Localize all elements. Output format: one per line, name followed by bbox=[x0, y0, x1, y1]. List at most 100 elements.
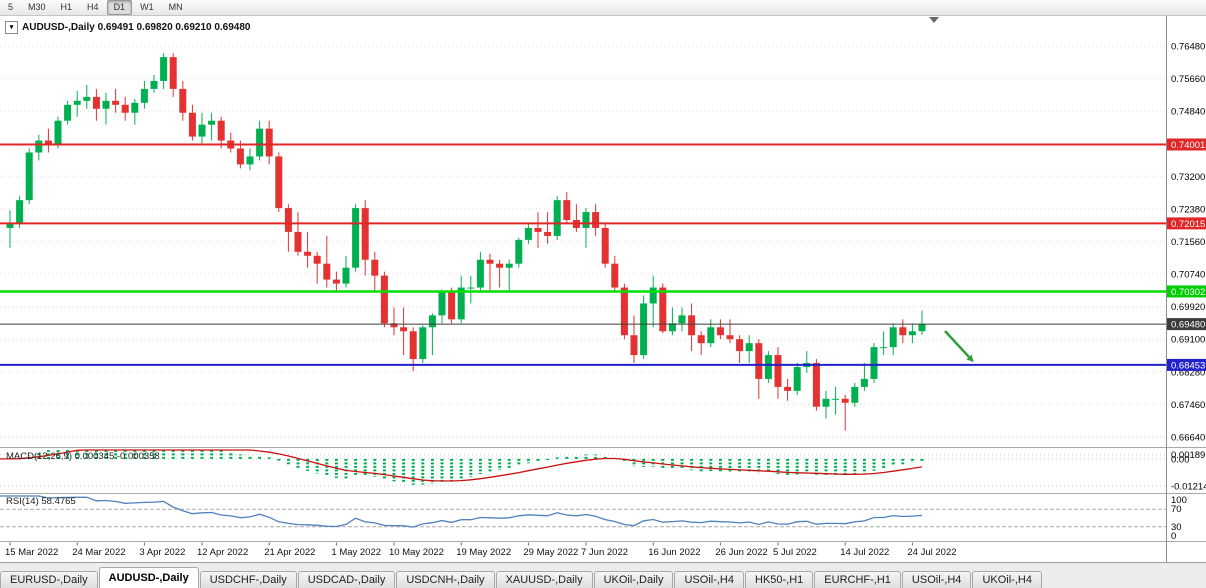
svg-text:0.72015: 0.72015 bbox=[1171, 219, 1205, 230]
chart-tab-hk50-h1[interactable]: HK50-,H1 bbox=[745, 571, 814, 588]
price-tick-label: 0.73200 bbox=[1171, 172, 1205, 183]
time-tick-label: 29 May 2022 bbox=[523, 547, 578, 558]
chart-tab-usdchf-daily[interactable]: USDCHF-,Daily bbox=[199, 571, 297, 588]
candle-body bbox=[236, 148, 244, 165]
timeframe-button-m30[interactable]: M30 bbox=[28, 2, 46, 12]
chart-canvas[interactable]: 0.76480 0.75660 0.74840 0.73200 0.72380 0.715… bbox=[0, 16, 1206, 562]
candle-body bbox=[745, 343, 753, 352]
time-tick-label: 24 Jul 2022 bbox=[907, 547, 956, 558]
candle-body bbox=[92, 96, 100, 109]
candle-body bbox=[870, 347, 878, 379]
svg-text:0.68453: 0.68453 bbox=[1171, 360, 1205, 371]
price-tick-label: 0.72380 bbox=[1171, 204, 1205, 215]
candle-body bbox=[697, 335, 705, 344]
candle-body bbox=[784, 386, 792, 391]
candle-body bbox=[102, 100, 110, 109]
candle-body bbox=[208, 120, 216, 125]
time-tick-label: 5 Jul 2022 bbox=[773, 547, 817, 558]
candle-body bbox=[822, 398, 830, 407]
chart-tab-eurusd-daily[interactable]: EURUSD-,Daily bbox=[0, 571, 98, 588]
candle-body bbox=[649, 287, 657, 304]
candle-body bbox=[428, 315, 436, 328]
chart-area[interactable]: 0.76480 0.75660 0.74840 0.73200 0.72380 0.715… bbox=[0, 16, 1206, 562]
price-tick-label: 0.71560 bbox=[1171, 237, 1205, 248]
chart-tab-usoil-h4[interactable]: USOil-,H4 bbox=[674, 571, 744, 588]
candle-body bbox=[668, 323, 676, 332]
candle-body bbox=[438, 291, 446, 316]
candle-body bbox=[515, 239, 523, 264]
candle-body bbox=[524, 227, 532, 240]
candle-body bbox=[160, 57, 168, 81]
trend-arrow-annotation[interactable] bbox=[944, 330, 974, 363]
candle-body bbox=[688, 315, 696, 336]
chart-tab-usdcad-daily[interactable]: USDCAD-,Daily bbox=[297, 571, 396, 588]
candle-body bbox=[553, 200, 561, 236]
chart-tab-ukoil-daily[interactable]: UKOil-,Daily bbox=[593, 571, 674, 588]
macd-axis-label: 0.00 bbox=[1171, 454, 1190, 465]
price-badge: 0.74001 bbox=[1167, 138, 1206, 151]
candle-body bbox=[467, 287, 475, 289]
candle-body bbox=[131, 102, 139, 113]
timeframe-button-h1[interactable]: H1 bbox=[60, 2, 73, 12]
candle-body bbox=[659, 287, 667, 332]
candle-body bbox=[198, 124, 206, 137]
time-tick-label: 21 Apr 2022 bbox=[264, 547, 315, 558]
macd-indicator-label: MACD(12,26,9) 0.000345 -0.000358 bbox=[6, 451, 160, 462]
price-tick-label: 0.68280 bbox=[1171, 367, 1205, 378]
timeframe-button-5[interactable]: 5 bbox=[8, 2, 14, 12]
candle-body bbox=[812, 363, 820, 407]
timeframe-button-w1[interactable]: W1 bbox=[140, 2, 154, 12]
price-tick-label: 0.75660 bbox=[1171, 74, 1205, 85]
chart-menu-icon[interactable]: ▾ bbox=[5, 21, 18, 34]
timeframe-button-d1[interactable]: D1 bbox=[106, 0, 133, 15]
candle-body bbox=[640, 303, 648, 356]
timeframe-toolbar: 5 M30 H1 H4 D1 W1 MN bbox=[0, 0, 1206, 16]
candle-body bbox=[390, 323, 398, 328]
time-axis[interactable]: 15 Mar 2022 24 Mar 2022 3 Apr 2022 12 Apr 2… bbox=[5, 542, 957, 559]
candle-body bbox=[284, 208, 292, 232]
time-tick-label: 1 May 2022 bbox=[331, 547, 381, 558]
candle-body bbox=[361, 208, 369, 260]
chart-tab-audusd-daily[interactable]: AUDUSD-,Daily bbox=[98, 567, 199, 588]
chart-tab-usoil-h4[interactable]: USOil-,H4 bbox=[901, 571, 972, 588]
rsi-axis-label: 30 bbox=[1171, 522, 1182, 533]
time-tick-label: 10 May 2022 bbox=[389, 547, 444, 558]
candle-body bbox=[409, 331, 417, 360]
candle-body bbox=[169, 57, 177, 89]
candle-body bbox=[448, 291, 456, 320]
time-tick-label: 15 Mar 2022 bbox=[5, 547, 58, 558]
candle-body bbox=[563, 200, 571, 221]
candle-body bbox=[188, 112, 196, 137]
candle-body bbox=[217, 120, 225, 141]
candle-body bbox=[620, 287, 628, 336]
candle-body bbox=[774, 355, 782, 387]
rsi-axis-label: 100 bbox=[1171, 495, 1187, 506]
price-tick-label: 0.69920 bbox=[1171, 302, 1205, 313]
timeframe-button-h4[interactable]: H4 bbox=[87, 2, 99, 12]
candle-body bbox=[179, 88, 187, 113]
candle-body bbox=[899, 327, 907, 336]
chart-shift-marker[interactable] bbox=[929, 17, 939, 23]
macd-signal-line bbox=[0, 449, 923, 482]
candle-body bbox=[505, 263, 513, 268]
chart-tab-ukoil-h4[interactable]: UKOil-,H4 bbox=[972, 571, 1042, 588]
price-tick-label: 0.69100 bbox=[1171, 335, 1205, 346]
price-tick-label: 0.74840 bbox=[1171, 107, 1205, 118]
candle-body bbox=[764, 355, 772, 379]
price-axis[interactable]: 0.76480 0.75660 0.74840 0.73200 0.72380 0.715… bbox=[1171, 41, 1205, 443]
chart-tab-eurchf-h1[interactable]: EURCHF-,H1 bbox=[814, 571, 901, 588]
candle-body bbox=[371, 259, 379, 276]
chart-tab-usdcnh-daily[interactable]: USDCNH-,Daily bbox=[396, 571, 495, 588]
candle-body bbox=[889, 327, 897, 348]
rsi-line bbox=[0, 495, 923, 528]
timeframe-button-mn[interactable]: MN bbox=[168, 2, 183, 12]
price-badge: 0.69480 bbox=[1167, 318, 1206, 331]
price-tick-label: 0.70740 bbox=[1171, 270, 1205, 281]
candle-body bbox=[755, 343, 763, 379]
candle-body bbox=[35, 140, 43, 153]
candle-body bbox=[860, 378, 868, 387]
chart-tab-xauusd-daily[interactable]: XAUUSD-,Daily bbox=[495, 571, 593, 588]
